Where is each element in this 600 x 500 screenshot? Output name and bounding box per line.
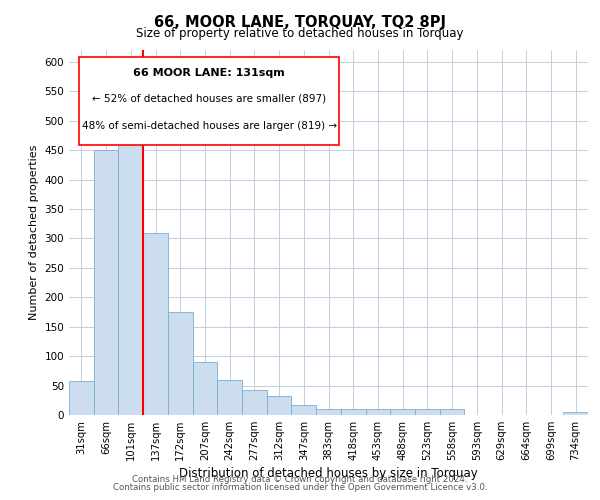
Bar [267,396,292,415]
FancyBboxPatch shape [79,58,339,145]
Text: ← 52% of detached houses are smaller (897): ← 52% of detached houses are smaller (89… [92,94,326,104]
Text: 48% of semi-detached houses are larger (819) →: 48% of semi-detached houses are larger (… [82,121,337,131]
Text: 66, MOOR LANE, TORQUAY, TQ2 8PJ: 66, MOOR LANE, TORQUAY, TQ2 8PJ [154,15,446,30]
Bar [341,409,365,415]
Text: 66 MOOR LANE: 131sqm: 66 MOOR LANE: 131sqm [133,68,285,78]
Bar [143,232,168,415]
Bar [242,390,267,415]
Bar [390,409,415,415]
Y-axis label: Number of detached properties: Number of detached properties [29,145,39,320]
Bar [316,409,341,415]
Text: Contains public sector information licensed under the Open Government Licence v3: Contains public sector information licen… [113,484,487,492]
Text: Contains HM Land Registry data © Crown copyright and database right 2024.: Contains HM Land Registry data © Crown c… [132,475,468,484]
Bar [193,362,217,415]
Bar [94,150,118,415]
Bar [440,409,464,415]
Bar [563,412,588,415]
Bar [118,138,143,415]
Bar [168,312,193,415]
Bar [292,405,316,415]
Bar [217,380,242,415]
Text: Size of property relative to detached houses in Torquay: Size of property relative to detached ho… [136,28,464,40]
Bar [365,409,390,415]
X-axis label: Distribution of detached houses by size in Torquay: Distribution of detached houses by size … [179,467,478,480]
Bar [415,409,440,415]
Bar [69,382,94,415]
